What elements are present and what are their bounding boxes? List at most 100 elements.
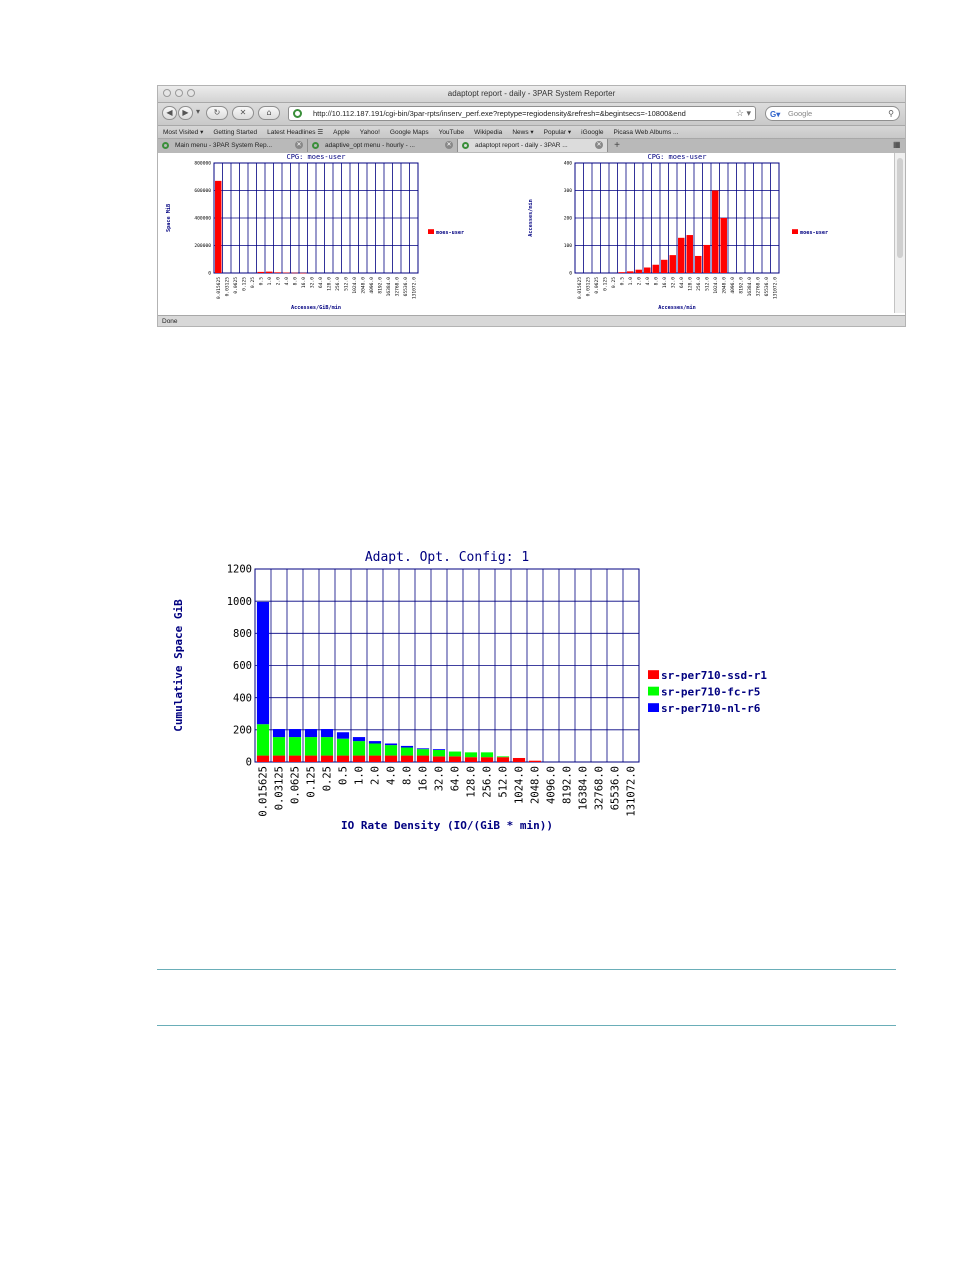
chart-title: CPG: moes-user: [647, 153, 706, 161]
bar-sr-per710-ssd-r1: [368, 755, 382, 762]
x-tick-label: 1024.0: [514, 766, 526, 804]
bookmark-item[interactable]: Yahoo!: [359, 128, 380, 136]
x-tick-label: 16.0: [301, 277, 307, 288]
bookmark-item[interactable]: Getting Started: [213, 128, 258, 136]
bookmark-star-icon[interactable]: ☆ ▾: [735, 108, 751, 118]
close-tab-icon[interactable]: ✕: [445, 141, 453, 149]
reload-button[interactable]: ↻: [206, 106, 228, 120]
navigation-toolbar: ◀ ▶ ▾ ↻ ✕ ⌂ http://10.112.187.191/cgi-bi…: [158, 103, 905, 126]
x-tick-label: 512.0: [343, 277, 349, 291]
address-bar[interactable]: http://10.112.187.191/cgi-bin/3par-rpts/…: [288, 106, 756, 121]
magnifier-icon[interactable]: ⚲: [888, 109, 894, 118]
bookmark-item[interactable]: Apple: [333, 128, 350, 136]
bar-moes-user: [274, 272, 281, 273]
bar-sr-per710-ssd-r1: [272, 755, 286, 762]
bar-sr-per710-ssd-r1: [320, 755, 334, 762]
bar-moes-user: [644, 267, 651, 273]
bar-sr-per710-fc-r5: [256, 724, 270, 756]
x-tick-label: 4096.0: [369, 277, 375, 294]
bookmark-item[interactable]: Popular ▾: [543, 129, 572, 136]
close-tab-icon[interactable]: ✕: [595, 141, 603, 149]
stop-icon: ✕: [239, 108, 247, 117]
tab-adaptopt-report[interactable]: adaptopt report - daily - 3PAR ... ✕: [458, 139, 608, 152]
bookmark-item[interactable]: Most Visited ▾: [163, 129, 204, 136]
bar-sr-per710-nl-r6: [288, 729, 302, 738]
bar-moes-user: [257, 271, 264, 273]
legend-swatch: [792, 229, 798, 234]
x-tick-label: 8.0: [292, 277, 298, 286]
bar-sr-per710-fc-r5: [480, 752, 494, 758]
x-tick-label: 32.0: [434, 766, 446, 791]
x-tick-label: 4.0: [386, 766, 398, 785]
search-input[interactable]: G▾ Google ⚲: [765, 106, 900, 121]
x-tick-label: 256.0: [482, 766, 494, 798]
bookmark-item[interactable]: News ▾: [512, 129, 534, 136]
stop-button[interactable]: ✕: [232, 106, 254, 120]
bar-sr-per710-ssd-r1: [480, 757, 494, 762]
bar-sr-per710-ssd-r1: [416, 755, 430, 762]
bar-sr-per710-fc-r5: [336, 738, 350, 756]
y-axis-label: Accesses/min: [528, 199, 534, 236]
x-tick-label: 0.5: [338, 766, 350, 785]
bookmark-item[interactable]: YouTube: [438, 128, 465, 136]
bar-moes-user: [686, 235, 693, 273]
y-tick-label: 1000: [227, 596, 252, 608]
site-identity-icon: [293, 109, 302, 118]
scrollbar-thumb[interactable]: [897, 158, 903, 258]
x-tick-label: 32.0: [309, 277, 315, 288]
forward-button[interactable]: ▶: [178, 106, 193, 120]
y-tick-label: 0: [208, 271, 211, 277]
bar-sr-per710-fc-r5: [304, 737, 318, 756]
vertical-scrollbar[interactable]: [894, 153, 905, 313]
x-tick-label: 256.0: [335, 277, 341, 291]
y-tick-label: 400: [233, 692, 252, 704]
x-tick-label: 32768.0: [594, 766, 606, 810]
x-tick-label: 2.0: [636, 277, 642, 286]
tab-list-icon[interactable]: ▦: [893, 140, 901, 149]
legend-swatch: [648, 670, 659, 679]
tab-main-menu[interactable]: Main menu - 3PAR System Rep... ✕: [158, 139, 308, 152]
bookmark-item[interactable]: Wikipedia: [474, 128, 503, 136]
y-tick-label: 300: [564, 188, 573, 194]
tab-adaptive-opt-menu[interactable]: adaptive_opt menu - hourly - ... ✕: [308, 139, 458, 152]
bar-moes-user: [215, 180, 222, 273]
bookmark-item[interactable]: iGoogle: [581, 128, 604, 136]
bookmark-item[interactable]: Picasa Web Albums ...: [613, 128, 679, 136]
x-tick-label: 4096.0: [730, 277, 736, 294]
bar-moes-user: [669, 255, 676, 273]
legend-label: moes-user: [800, 230, 828, 236]
legend-swatch: [648, 703, 659, 712]
x-tick-label: 0.0625: [233, 277, 239, 294]
bar-sr-per710-nl-r6: [384, 743, 398, 746]
x-tick-label: 131072.0: [626, 766, 638, 817]
minimize-window-button[interactable]: [175, 89, 183, 97]
close-tab-icon[interactable]: ✕: [295, 141, 303, 149]
home-button[interactable]: ⌂: [258, 106, 280, 120]
x-tick-label: 64.0: [450, 766, 462, 791]
x-tick-label: 0.03125: [274, 766, 286, 810]
y-tick-label: 1200: [227, 564, 252, 576]
history-dropdown[interactable]: ▾: [195, 107, 200, 116]
close-window-button[interactable]: [163, 89, 171, 97]
bookmark-item[interactable]: Latest Headlines ☰: [267, 129, 324, 136]
bar-moes-user: [703, 244, 710, 273]
bar-moes-user: [661, 259, 668, 273]
bookmark-item[interactable]: Google Maps: [389, 128, 429, 136]
bar-moes-user: [283, 272, 290, 274]
bar-sr-per710-fc-r5: [272, 737, 286, 756]
back-button[interactable]: ◀: [162, 106, 177, 120]
x-tick-label: 0.5: [619, 277, 625, 286]
x-tick-label: 128.0: [687, 277, 693, 291]
new-tab-button[interactable]: +: [614, 140, 620, 151]
x-tick-label: 1.0: [628, 277, 634, 286]
x-tick-label: 65536.0: [610, 766, 622, 810]
bar-moes-user: [652, 264, 659, 273]
chart-title: Adapt. Opt. Config: 1: [365, 550, 529, 565]
x-tick-label: 64.0: [679, 277, 685, 288]
bar-sr-per710-ssd-r1: [496, 757, 510, 762]
x-tick-label: 8.0: [402, 766, 414, 785]
google-search-engine-icon[interactable]: G▾: [770, 110, 781, 119]
zoom-window-button[interactable]: [187, 89, 195, 97]
status-bar: Done: [158, 315, 905, 326]
x-tick-label: 0.015625: [258, 766, 270, 817]
